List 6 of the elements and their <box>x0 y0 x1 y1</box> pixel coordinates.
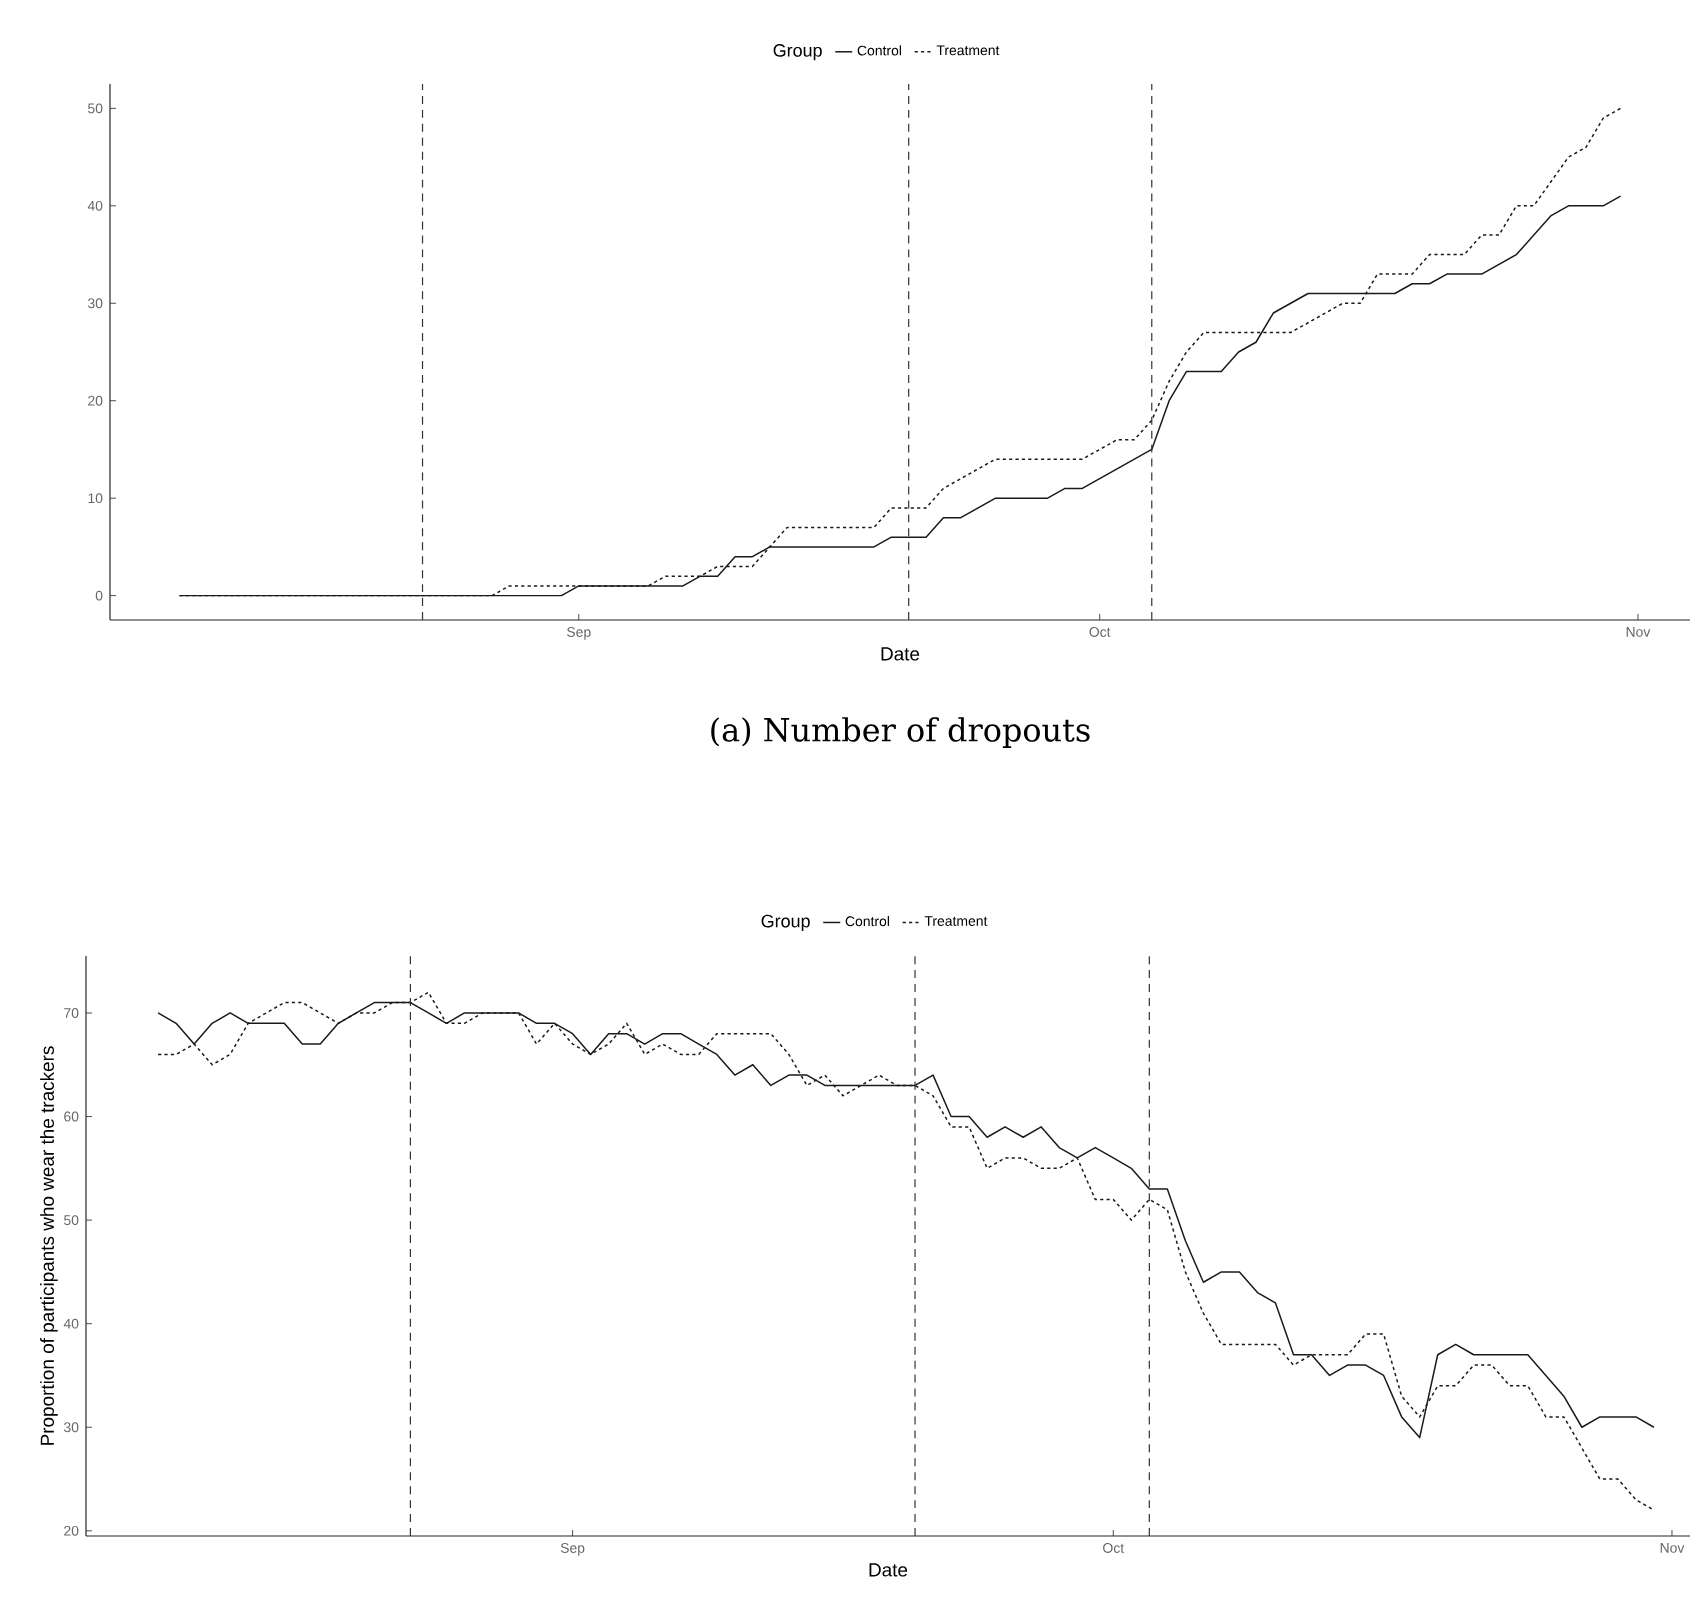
x-axis-title: Date <box>869 1563 908 1577</box>
text: (a) Number of dropouts <box>711 717 1090 748</box>
y-axis-title: Proportion of participants who wear the trackers <box>40 1046 58 1445</box>
legend-title: Group <box>761 914 810 931</box>
legend-title: Group <box>773 44 822 61</box>
x-axis-title: Date <box>881 647 920 661</box>
